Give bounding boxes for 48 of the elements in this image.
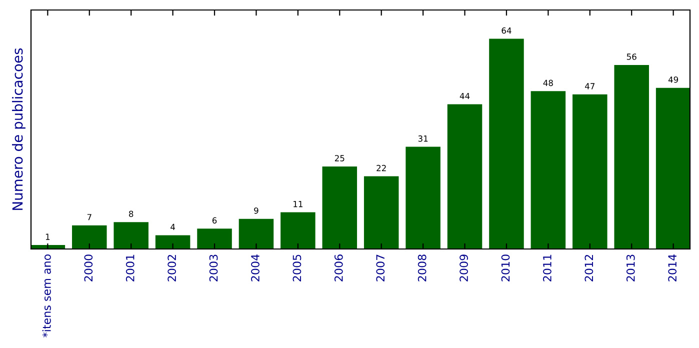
bar <box>406 146 440 249</box>
x-tick-label: 2009 <box>460 254 468 282</box>
data-label: 6 <box>212 217 217 224</box>
data-label: 44 <box>460 92 470 100</box>
x-tick-label: 2003 <box>209 254 218 282</box>
bar <box>572 94 608 249</box>
bar <box>280 212 316 249</box>
bar <box>155 235 190 249</box>
bar <box>238 218 274 249</box>
data-label: 47 <box>585 83 594 90</box>
bar <box>530 91 566 249</box>
x-tick-label: *itens sem ano <box>42 254 51 338</box>
x-tick-label: 2008 <box>418 254 426 282</box>
x-tick-label: 2001 <box>126 254 134 282</box>
data-label: 56 <box>626 54 636 60</box>
x-tick-label: 2012 <box>584 254 594 282</box>
bar <box>489 38 524 249</box>
bar <box>447 104 482 249</box>
x-tick-label: 2002 <box>168 254 176 282</box>
data-label: 31 <box>418 135 428 142</box>
bar <box>364 176 399 249</box>
data-label: 22 <box>376 164 386 172</box>
bar <box>114 222 148 249</box>
bar <box>72 225 107 249</box>
data-label: 48 <box>543 80 553 86</box>
x-tick-label: 2000 <box>84 254 93 282</box>
bar <box>656 88 690 249</box>
data-label: 64 <box>502 27 512 34</box>
bar <box>614 64 649 249</box>
x-tick-label: 2010 <box>501 254 510 282</box>
data-label: 1 <box>46 234 50 240</box>
x-tick-label: 2006 <box>334 254 343 282</box>
data-label: 9 <box>254 207 258 214</box>
x-tick-label: 2014 <box>668 254 677 282</box>
data-label: 4 <box>170 224 175 230</box>
x-tick-label: 2004 <box>251 254 260 282</box>
data-label: 49 <box>668 76 678 83</box>
bar <box>197 228 232 249</box>
x-tick-label: 2005 <box>292 254 302 282</box>
y-axis-title: Numero de publicacoes <box>12 48 26 210</box>
data-label: 8 <box>129 210 134 218</box>
data-label: 11 <box>294 201 302 208</box>
x-tick-label: 2013 <box>626 254 635 282</box>
bar <box>322 166 358 249</box>
data-label: 7 <box>87 214 92 220</box>
x-tick-label: 2007 <box>376 254 385 282</box>
x-tick-label: 2011 <box>543 254 552 282</box>
data-label: 25 <box>334 155 344 162</box>
